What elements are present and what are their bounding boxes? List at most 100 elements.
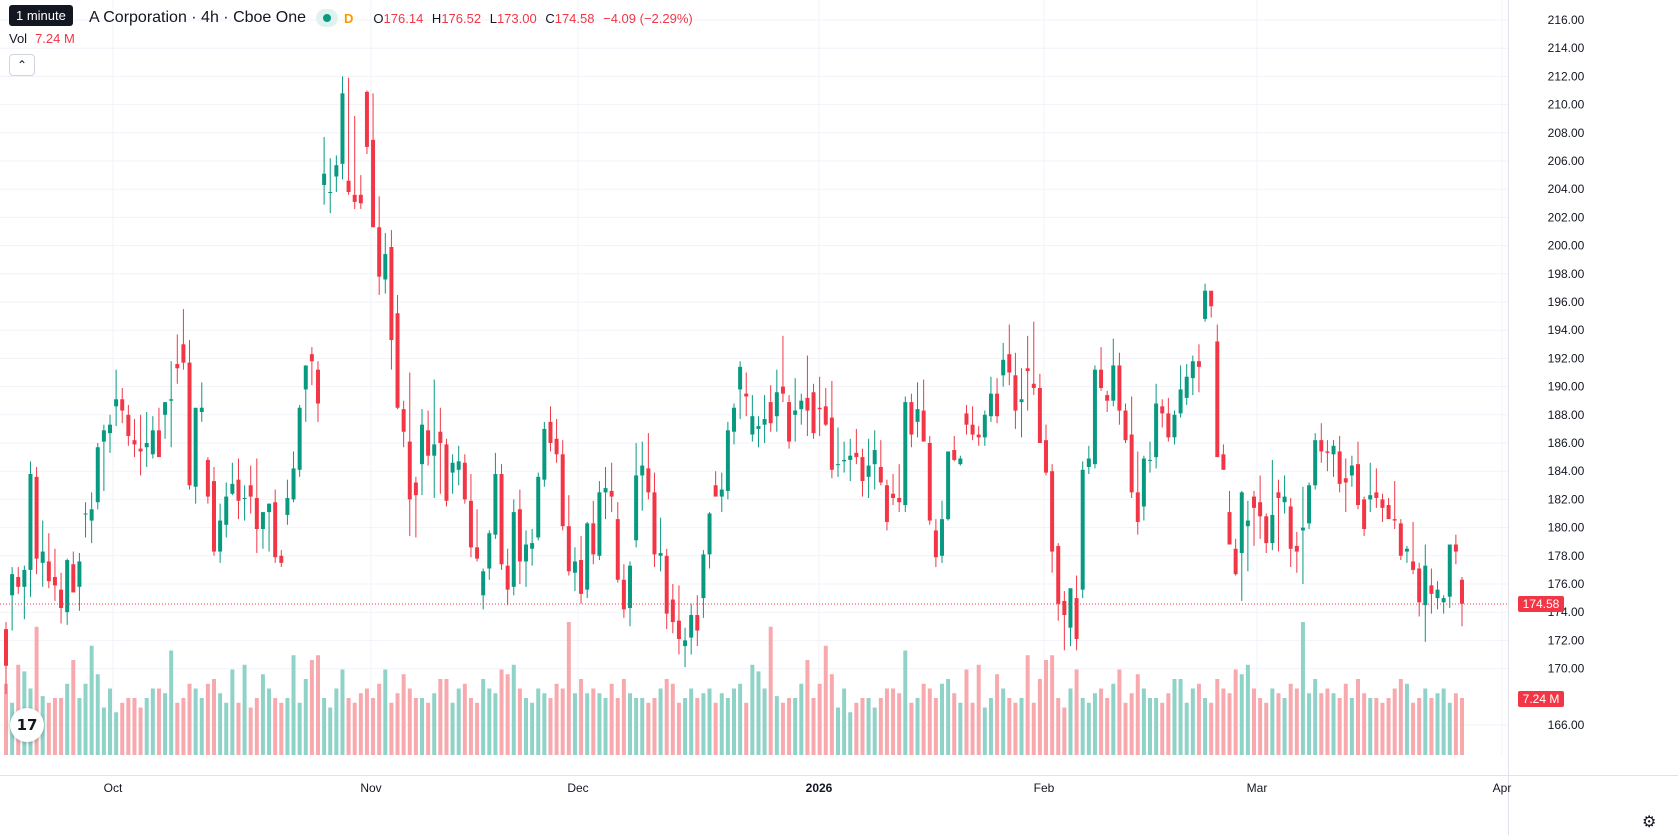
volume-bar <box>940 683 944 755</box>
volume-bar <box>1135 674 1140 755</box>
candle-body <box>1019 399 1024 403</box>
candle-body <box>780 386 785 394</box>
candle-body <box>1337 451 1342 484</box>
ohlc-key-low: L <box>489 10 497 26</box>
time-tick-label: Mar <box>1247 781 1268 795</box>
gear-icon[interactable]: ⚙ <box>1642 814 1657 831</box>
price-tick-label: 180.00 <box>1548 521 1585 535</box>
volume-bar <box>517 688 522 755</box>
candle-body <box>1092 369 1097 465</box>
price-tick-label: 188.00 <box>1548 408 1585 422</box>
candle-body <box>95 447 100 503</box>
volume-bar <box>401 674 406 755</box>
volume-bar <box>768 626 773 755</box>
candle-body <box>1441 598 1446 603</box>
price-tick-label: 198.00 <box>1548 267 1585 281</box>
candle-body <box>267 503 272 513</box>
candle-body <box>181 344 186 363</box>
price-tick-label: 196.00 <box>1548 295 1585 309</box>
ohlc-low: 173.00 <box>496 10 537 26</box>
candle-body <box>383 254 388 280</box>
volume-bar <box>187 683 192 755</box>
volume-bar <box>1423 688 1428 755</box>
volume-bar <box>921 683 926 755</box>
volume-bar <box>1239 674 1244 755</box>
candle-body <box>591 523 596 555</box>
interval-badge[interactable]: D <box>344 10 354 26</box>
candle-body <box>793 410 798 415</box>
volume-bar <box>52 698 57 755</box>
candle-body <box>438 431 443 443</box>
price-tick-label: 216.00 <box>1548 13 1585 27</box>
candle-body <box>1184 376 1189 398</box>
time-tick-label: Dec <box>567 781 588 795</box>
candle-body <box>1270 514 1275 544</box>
volume-bar <box>988 698 993 755</box>
volume-bar <box>915 698 920 755</box>
volume-bar <box>970 702 975 755</box>
candle-body <box>364 91 369 147</box>
time-tick-label: Apr <box>1493 781 1512 795</box>
volume-bar <box>579 679 584 755</box>
volume-bar <box>1343 683 1348 755</box>
candle-body <box>358 194 363 204</box>
volume-bar <box>762 688 767 755</box>
volume-bar <box>1398 679 1403 755</box>
candle-body <box>652 492 657 555</box>
time-scale[interactable]: Oct Nov Dec 2026 Feb Mar Apr <box>0 775 1678 796</box>
candle-body <box>10 574 15 596</box>
symbol-title[interactable]: A Corporation · 4h · Cboe One <box>89 9 307 26</box>
volume-bar <box>1429 698 1434 755</box>
volume-bar <box>615 698 620 755</box>
volume-bar <box>432 693 437 755</box>
volume-bar <box>1074 669 1079 755</box>
candle-body <box>83 513 88 515</box>
ohlc-key-high: H <box>431 10 442 26</box>
volume-bar <box>1141 688 1146 755</box>
candle-body <box>175 364 180 369</box>
price-scale[interactable]: 216.00 214.00 212.00 210.00 208.00 206.00 204.… <box>1508 0 1585 835</box>
candle-body <box>108 424 112 434</box>
candle-body <box>169 399 174 401</box>
candle-body <box>1435 589 1440 599</box>
volume-bar <box>175 702 180 755</box>
volume-bar <box>1056 698 1061 755</box>
price-tick-label: 182.00 <box>1548 492 1585 506</box>
tradingview-logo-icon[interactable]: 17 <box>10 708 44 742</box>
candle-body <box>285 497 290 515</box>
candle-body <box>499 474 504 565</box>
candle-body <box>524 544 528 562</box>
candle-body <box>805 397 810 411</box>
price-tick-label: 208.00 <box>1548 126 1585 140</box>
last-price-label: 174.58 <box>1523 597 1560 611</box>
volume-bar <box>995 674 1000 755</box>
last-volume-label: 7.24 M <box>1523 692 1560 706</box>
price-tick-label: 176.00 <box>1548 577 1585 591</box>
volume-bar <box>279 702 284 755</box>
candle-body <box>982 414 987 438</box>
candle-body <box>946 451 951 520</box>
candle-body <box>1135 492 1140 522</box>
candle-body <box>156 430 161 458</box>
market-status-badge[interactable] <box>316 9 339 27</box>
collapse-legend-button[interactable]: ⌃ <box>9 54 35 76</box>
volume-bar <box>389 702 394 755</box>
candle-body <box>646 468 651 493</box>
volume-bar <box>713 702 718 755</box>
volume-bar <box>1129 693 1134 755</box>
candle-body <box>1080 469 1085 590</box>
volume-bar <box>285 698 290 755</box>
volume-label: Vol <box>9 31 28 46</box>
time-tick-label: Feb <box>1034 781 1055 795</box>
candle-body <box>903 402 908 506</box>
candle-body <box>756 426 761 429</box>
price-tick-label: 186.00 <box>1548 436 1585 450</box>
candle-body <box>891 493 896 498</box>
candle-body <box>1392 519 1397 521</box>
volume-bar <box>1099 688 1104 755</box>
candle-body <box>1349 465 1354 476</box>
volume-bar <box>156 688 161 755</box>
candle-body <box>65 560 70 613</box>
volume-bar <box>756 671 761 755</box>
